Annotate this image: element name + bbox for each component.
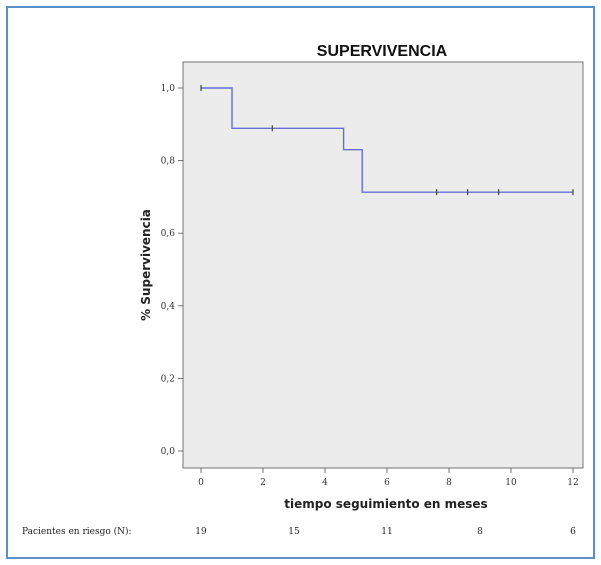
at-risk-value: 6	[570, 527, 576, 537]
y-tick-label: 0,0	[161, 447, 176, 457]
at-risk-value: 11	[381, 527, 392, 537]
chart-title: SUPERVIVENCIA	[317, 43, 448, 60]
x-tick-label: 4	[322, 478, 328, 488]
x-tick-label: 2	[260, 478, 266, 488]
at-risk-label: Pacientes en riesgo (N):	[22, 526, 132, 537]
at-risk-values: 19 15 11 8 6	[195, 527, 576, 537]
x-axis-ticks: 0 2 4 6 8 10 12	[198, 468, 579, 488]
y-tick-label: 1,0	[161, 84, 176, 94]
y-tick-label: 0,2	[161, 374, 175, 384]
at-risk-value: 15	[288, 527, 300, 537]
x-tick-label: 8	[446, 478, 452, 488]
y-axis-label: % Supervivencia	[139, 209, 153, 321]
x-tick-label: 12	[567, 478, 578, 488]
x-tick-label: 10	[505, 478, 517, 488]
y-axis-ticks: 0,0 0,2 0,4 0,6 0,8 1,0	[161, 84, 183, 457]
y-tick-label: 0,6	[161, 229, 176, 239]
survival-step-line	[201, 87, 573, 193]
plot-area	[182, 61, 584, 469]
y-tick-label: 0,8	[161, 157, 176, 167]
at-risk-value: 19	[195, 527, 207, 537]
at-risk-value: 8	[477, 527, 483, 537]
x-tick-label: 6	[384, 478, 390, 488]
series-layer	[200, 85, 574, 196]
x-tick-label: 0	[198, 478, 204, 488]
y-tick-label: 0,4	[161, 302, 176, 312]
x-axis-label: tiempo seguimiento en meses	[284, 497, 487, 511]
